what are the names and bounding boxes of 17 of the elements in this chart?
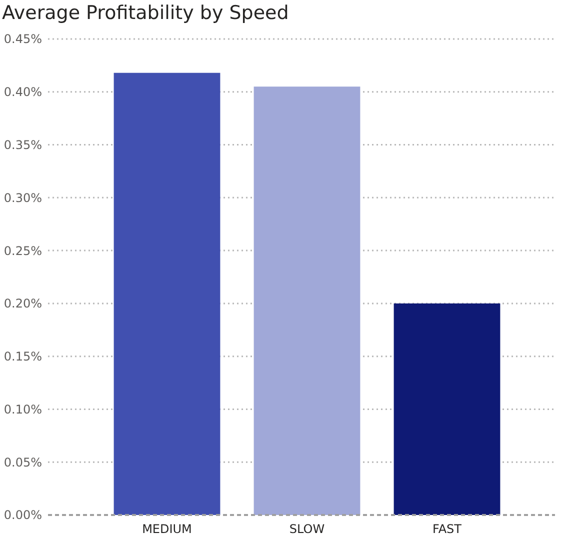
y-tick-label: 0.35% [4, 138, 42, 152]
y-tick-label: 0.00% [4, 508, 42, 522]
y-tick-label: 0.10% [4, 402, 42, 416]
x-tick-label: FAST [432, 522, 462, 536]
bar [114, 72, 220, 515]
y-tick-label: 0.25% [4, 244, 42, 258]
chart-title: Average Profitability by Speed [2, 2, 289, 24]
x-tick-label: SLOW [289, 522, 325, 536]
y-tick-label: 0.20% [4, 296, 42, 311]
y-tick-label: 0.40% [4, 85, 42, 100]
x-tick-label: MEDIUM [142, 522, 192, 536]
y-tick-label: 0.15% [4, 350, 42, 364]
y-tick-label: 0.30% [4, 190, 42, 205]
bar [254, 86, 360, 515]
y-tick-label: 0.45% [4, 32, 42, 46]
y-tick-label: 0.05% [4, 455, 42, 470]
bar [394, 303, 500, 515]
